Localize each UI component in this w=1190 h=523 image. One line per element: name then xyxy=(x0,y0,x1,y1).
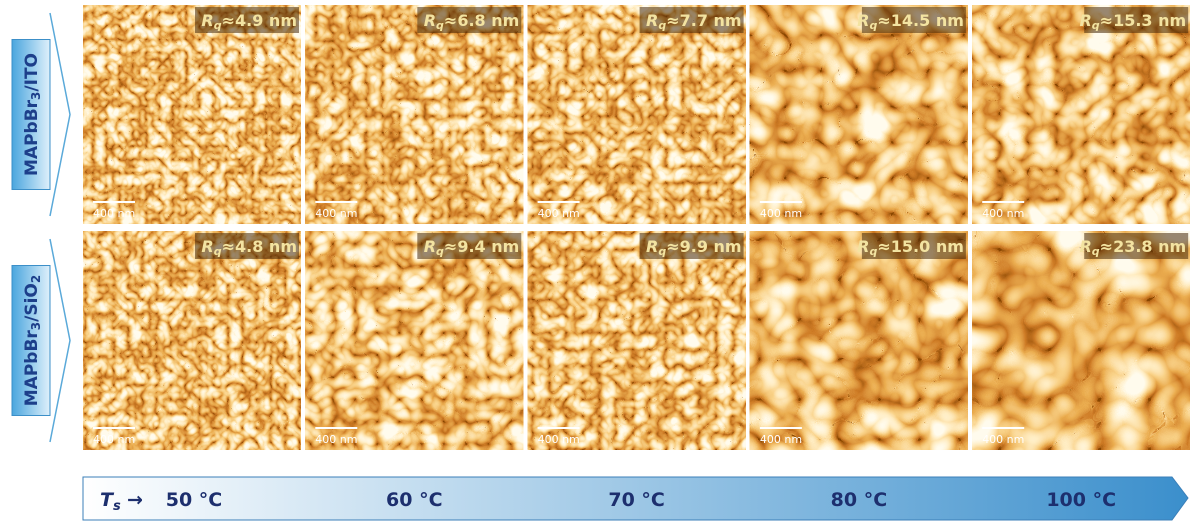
temperature-label: 70 °C xyxy=(608,489,665,511)
afm-image xyxy=(83,231,301,450)
afm-image xyxy=(972,5,1190,224)
afm-image xyxy=(305,231,523,450)
scale-bar-label: 400 nm xyxy=(760,207,802,220)
afm-image xyxy=(972,231,1190,450)
row-label-arrow xyxy=(50,13,70,216)
scale-bar-label: 400 nm xyxy=(93,433,135,446)
row-label-arrow xyxy=(50,239,70,442)
temperature-label: 100 °C xyxy=(1046,489,1116,511)
afm-image xyxy=(305,5,523,224)
temperature-label: 80 °C xyxy=(831,489,888,511)
figure: MAPbBr3/ITORq≈4.9 nm400 nmRq≈6.8 nm400 n… xyxy=(0,0,1190,523)
scale-bar-label: 400 nm xyxy=(315,433,357,446)
temperature-label: 60 °C xyxy=(386,489,443,511)
row-label: MAPbBr3/ITO xyxy=(22,53,43,176)
afm-image xyxy=(83,5,301,224)
afm-image xyxy=(528,231,746,450)
scale-bar-label: 400 nm xyxy=(538,207,580,220)
scale-bar-label: 400 nm xyxy=(93,207,135,220)
scale-bar-label: 400 nm xyxy=(538,433,580,446)
afm-image xyxy=(750,5,968,224)
temperature-arrow-symbol: → xyxy=(127,489,143,511)
scale-bar-label: 400 nm xyxy=(315,207,357,220)
afm-image xyxy=(528,5,746,224)
scale-bar-label: 400 nm xyxy=(982,433,1024,446)
row-label: MAPbBr3/SiO2 xyxy=(22,275,43,407)
scale-bar-label: 400 nm xyxy=(760,433,802,446)
scale-bar-label: 400 nm xyxy=(982,207,1024,220)
afm-image xyxy=(750,231,968,450)
temperature-label: 50 °C xyxy=(166,489,223,511)
